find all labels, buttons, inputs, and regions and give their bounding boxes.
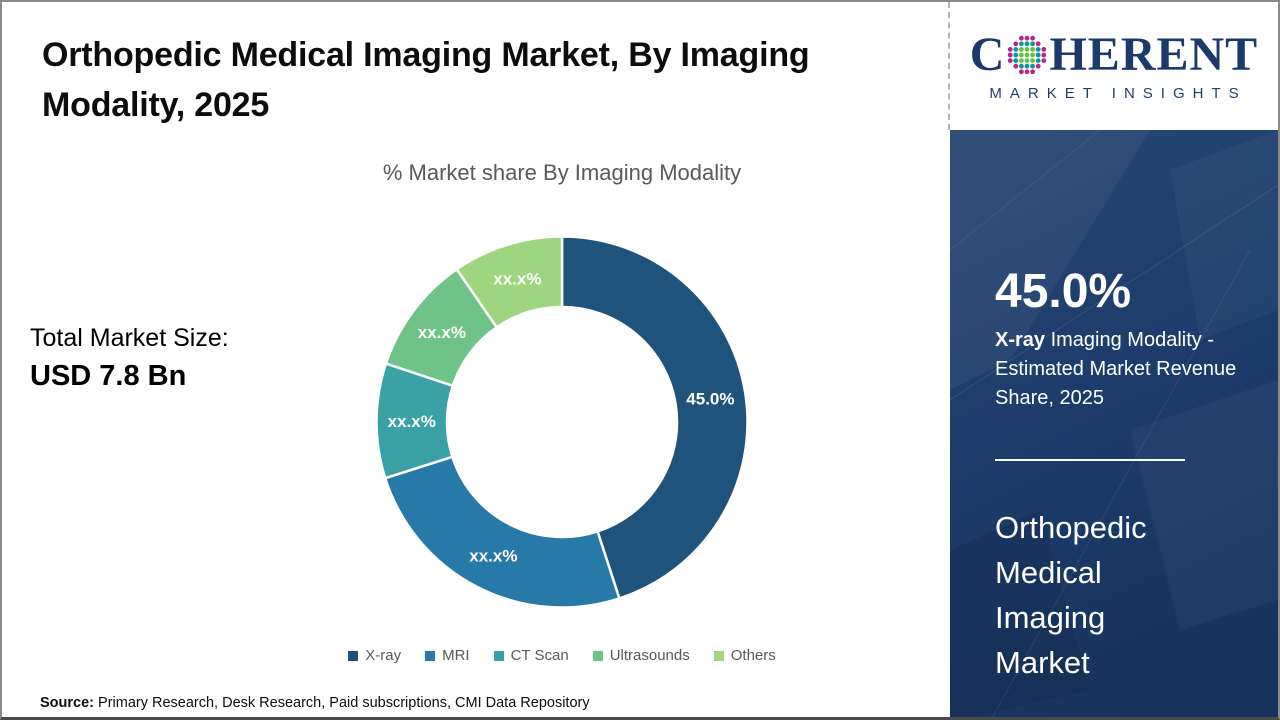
total-market-size: Total Market Size: USD 7.8 Bn	[30, 324, 229, 393]
legend-marker-icon	[348, 650, 359, 661]
company-logo: C HERENT MARKET INSIGHTS	[948, 2, 1278, 130]
legend-label: Others	[730, 647, 776, 664]
coherent-globe-icon	[1008, 35, 1047, 74]
headline-stat-description: X-ray Imaging Modality - Estimated Marke…	[995, 326, 1247, 413]
logo-tagline: MARKET INSIGHTS	[989, 84, 1247, 102]
sidebar-divider	[995, 459, 1185, 461]
slice-label-mri: xx.x%	[469, 547, 517, 566]
legend-item-ct-scan: CT Scan	[493, 647, 569, 664]
slice-label-others: xx.x%	[493, 270, 541, 289]
world-map-texture	[950, 130, 1278, 717]
source-note: Source: Primary Research, Desk Research,…	[40, 695, 590, 711]
total-market-size-label: Total Market Size:	[30, 324, 229, 352]
legend-item-x-ray: X-ray	[348, 647, 401, 664]
report-market-name: Orthopedic Medical Imaging Market	[995, 510, 1147, 680]
legend-label: CT Scan	[510, 647, 569, 664]
total-market-size-value: USD 7.8 Bn	[30, 360, 187, 392]
source-label: Source:	[40, 695, 94, 711]
highlight-sidebar: 45.0% X-ray Imaging Modality - Estimated…	[950, 130, 1278, 717]
legend-marker-icon	[713, 650, 724, 661]
legend-item-mri: MRI	[425, 647, 470, 664]
legend-item-ultrasounds: Ultrasounds	[592, 647, 690, 664]
legend-marker-icon	[592, 650, 603, 661]
stat-description-text: Imaging Modality - Estimated Market Reve…	[995, 329, 1237, 409]
donut-slice-others	[455, 235, 564, 329]
legend-label: MRI	[442, 647, 470, 664]
logo-letters-rest: HERENT	[1049, 27, 1259, 81]
sidebar-content: 45.0% X-ray Imaging Modality - Estimated…	[950, 130, 1278, 685]
donut-chart: 45.0% xx.x% xx.x% xx.x% xx.x%	[375, 235, 749, 609]
legend-label: Ultrasounds	[609, 647, 690, 664]
slice-label-x-ray: 45.0%	[686, 389, 734, 408]
headline-stat-value: 45.0%	[995, 265, 1132, 318]
donut-slice-mri	[383, 455, 621, 609]
page-title: Orthopedic Medical Imaging Market, By Im…	[42, 36, 810, 124]
chart-legend: X-ray MRI CT Scan Ultrasounds Others	[282, 647, 842, 664]
donut-slice-x-ray	[560, 235, 749, 600]
stat-segment-name: X-ray	[995, 329, 1046, 351]
legend-marker-icon	[493, 650, 504, 661]
source-text: Primary Research, Desk Research, Paid su…	[94, 695, 590, 711]
slice-label-ultrasounds: xx.x%	[418, 323, 466, 342]
slice-label-ct-scan: xx.x%	[388, 412, 436, 431]
legend-marker-icon	[425, 650, 436, 661]
legend-label: X-ray	[365, 647, 402, 664]
logo-wordmark: C HERENT	[969, 27, 1259, 81]
chart-title: % Market share By Imaging Modality	[382, 160, 742, 185]
legend-item-others: Others	[713, 647, 776, 664]
logo-letter-c: C	[969, 27, 1006, 81]
